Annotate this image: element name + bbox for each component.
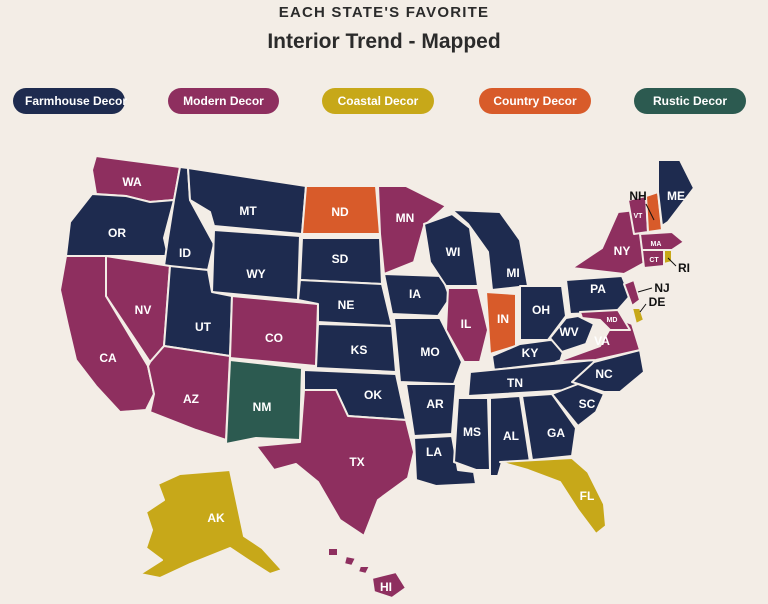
state-OR (65, 193, 175, 257)
label-GA: GA (547, 426, 565, 440)
label-KY: KY (522, 346, 539, 360)
label-AL: AL (503, 429, 519, 443)
state-HI (371, 571, 407, 599)
label-IA: IA (409, 287, 421, 301)
state-NJ (623, 279, 641, 307)
label-NJ: NJ (654, 281, 669, 295)
state-MS (453, 397, 491, 471)
state-MT (187, 167, 307, 235)
label-AR: AR (426, 397, 444, 411)
label-MD: MD (607, 317, 618, 324)
label-NE: NE (338, 298, 355, 312)
label-HI: HI (380, 580, 392, 594)
label-MO: MO (420, 345, 439, 359)
state-PA (565, 275, 631, 315)
state-AR (405, 383, 457, 437)
label-DE: DE (649, 295, 666, 309)
state-WY (211, 229, 301, 301)
state-FL (499, 457, 607, 535)
label-WY: WY (246, 267, 265, 281)
state-MA (639, 231, 685, 251)
label-NC: NC (595, 367, 613, 381)
state-IL (445, 287, 489, 363)
label-MN: MN (396, 211, 415, 225)
label-VT: VT (634, 213, 644, 220)
state-WV (549, 315, 595, 353)
label-WA: WA (122, 175, 142, 189)
label-AK: AK (207, 511, 225, 525)
label-PA: PA (590, 282, 606, 296)
label-MA: MA (651, 241, 662, 248)
label-ND: ND (331, 205, 349, 219)
label-FL: FL (580, 489, 595, 503)
label-TN: TN (507, 376, 523, 390)
legend: Farmhouse Decor Modern Decor Coastal Dec… (0, 88, 768, 116)
label-TX: TX (349, 455, 364, 469)
state-NM (225, 359, 303, 445)
label-SC: SC (579, 397, 596, 411)
label-MS: MS (463, 425, 481, 439)
state-MI (451, 209, 529, 291)
label-LA: LA (426, 445, 442, 459)
leader-RI (667, 257, 677, 267)
legend-country: Country Decor (479, 88, 591, 114)
state-TX (255, 389, 415, 537)
state-WI (423, 213, 479, 287)
legend-farmhouse: Farmhouse Decor (13, 88, 127, 114)
label-AZ: AZ (183, 392, 199, 406)
label-RI: RI (678, 261, 690, 275)
label-WV: WV (559, 325, 578, 339)
label-MT: MT (239, 204, 257, 218)
label-CA: CA (99, 351, 117, 365)
state-NC (571, 349, 645, 393)
label-IL: IL (461, 317, 472, 331)
legend-modern: Modern Decor (168, 88, 279, 114)
label-NY: NY (614, 244, 631, 258)
label-VA: VA (594, 334, 610, 348)
state-IA (383, 273, 451, 317)
state-NH (645, 191, 663, 233)
leader-DE (639, 303, 647, 313)
state-ME (657, 159, 695, 227)
state-DE (631, 307, 645, 325)
map-eyebrow: EACH STATE'S FAVORITE (278, 4, 490, 21)
state-GA (521, 393, 577, 461)
label-OH: OH (532, 303, 550, 317)
legend-rustic: Rustic Decor (634, 88, 746, 114)
state-MN (377, 185, 447, 275)
state-NE (297, 279, 393, 327)
label-CO: CO (265, 331, 283, 345)
state-AK (139, 469, 283, 579)
label-ID: ID (179, 246, 191, 260)
legend-coastal: Coastal Decor (322, 88, 434, 114)
label-SD: SD (332, 252, 349, 266)
leader-NJ (637, 287, 653, 293)
label-OK: OK (364, 388, 382, 402)
map-title: Interior Trend - Mapped (267, 30, 501, 53)
label-ME: ME (667, 189, 685, 203)
leader-NH (645, 203, 655, 221)
label-UT: UT (195, 320, 212, 334)
label-IN: IN (497, 312, 509, 326)
label-WI: WI (446, 245, 461, 259)
state-LA (413, 435, 477, 487)
label-NM: NM (253, 400, 272, 414)
label-NV: NV (135, 303, 152, 317)
label-NH: NH (629, 189, 646, 203)
label-OR: OR (108, 226, 126, 240)
label-MI: MI (506, 266, 519, 280)
label-CT: CT (649, 257, 659, 264)
state-MD (579, 309, 631, 331)
state-SC (551, 383, 605, 427)
state-KS (315, 323, 397, 373)
state-HI-islands (327, 547, 371, 575)
state-RI (663, 249, 673, 265)
label-KS: KS (351, 343, 368, 357)
